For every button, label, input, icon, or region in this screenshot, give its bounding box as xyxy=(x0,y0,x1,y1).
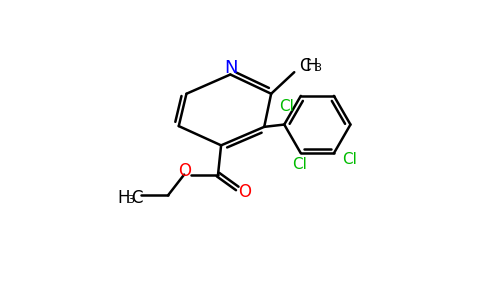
Text: H: H xyxy=(306,57,318,75)
Text: C: C xyxy=(299,57,311,75)
Text: O: O xyxy=(178,162,191,180)
Text: Cl: Cl xyxy=(292,157,307,172)
Text: H: H xyxy=(118,189,130,207)
Text: O: O xyxy=(239,182,252,200)
Text: 3: 3 xyxy=(314,63,321,73)
Text: Cl: Cl xyxy=(279,99,294,114)
Text: C: C xyxy=(131,189,142,207)
Text: Cl: Cl xyxy=(342,152,357,167)
Text: N: N xyxy=(225,59,238,77)
Text: 3: 3 xyxy=(127,195,134,205)
